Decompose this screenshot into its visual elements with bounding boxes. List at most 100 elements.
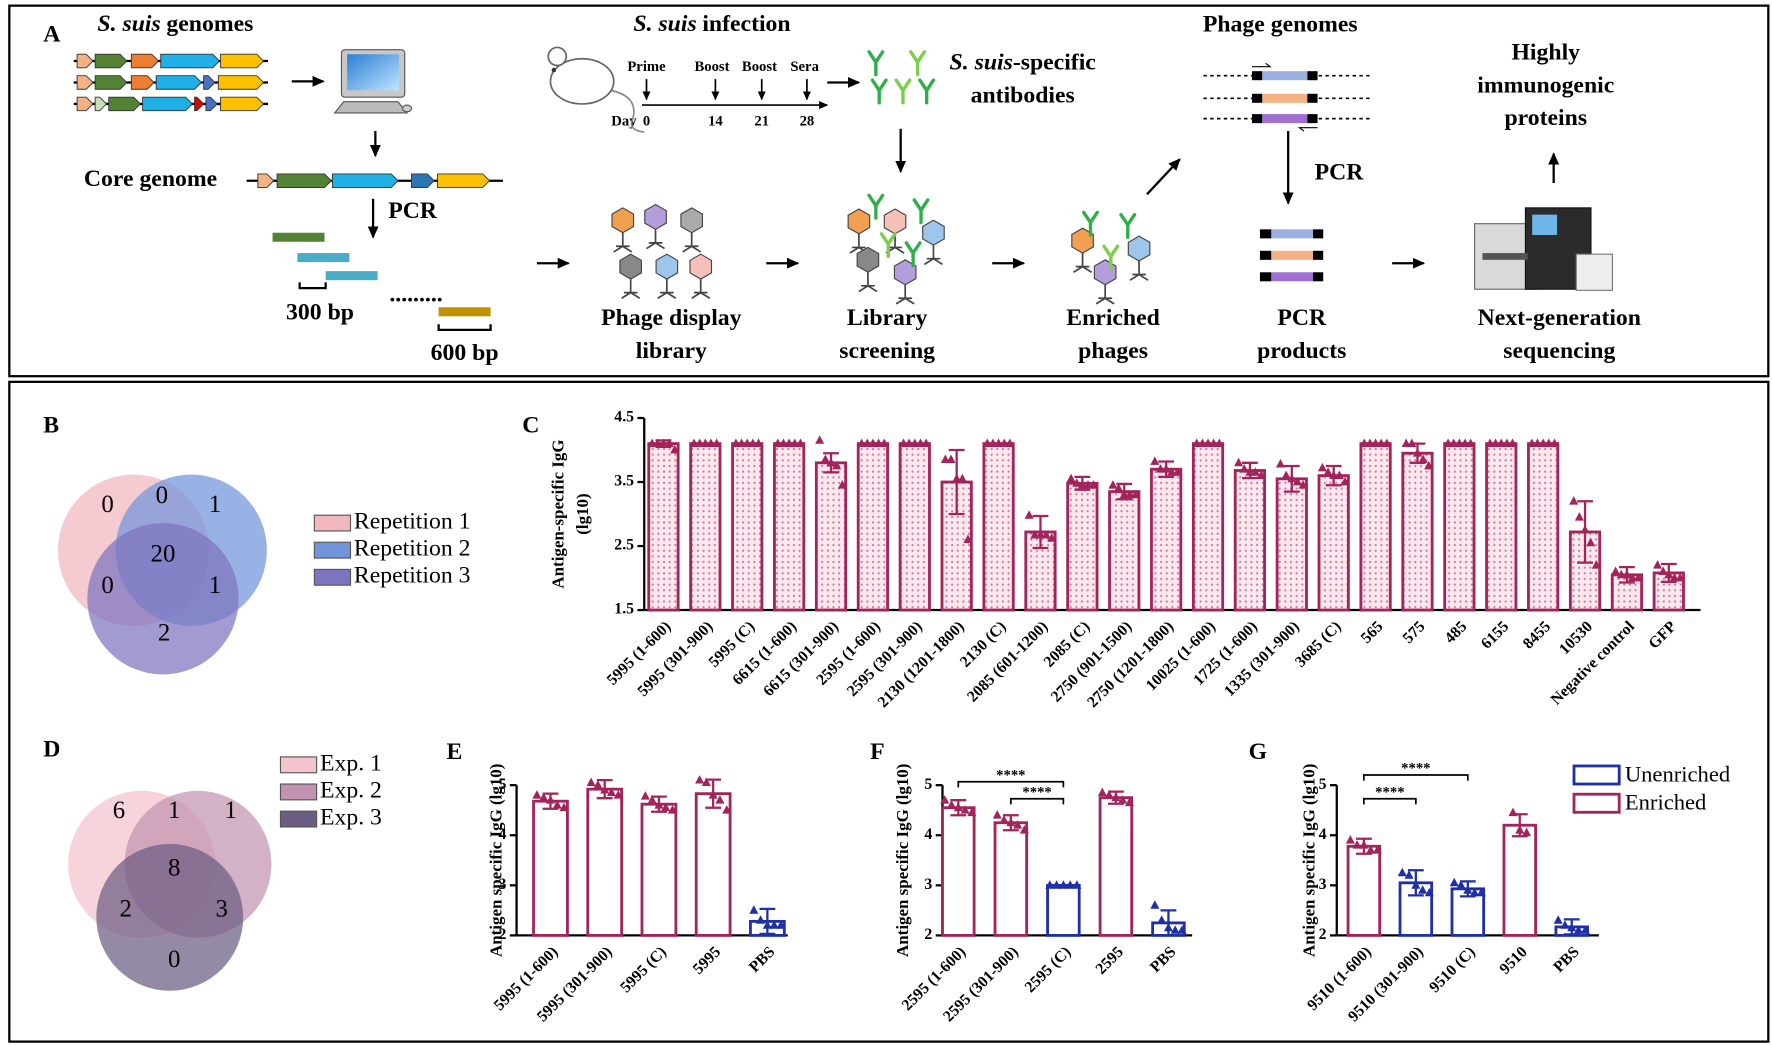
- antibody: [1119, 212, 1137, 239]
- data-point: [1658, 566, 1668, 576]
- phage-tail: [682, 232, 702, 253]
- data-point: [1622, 569, 1632, 579]
- data-point: [1553, 915, 1563, 924]
- bar: [993, 821, 1029, 937]
- data-point: [613, 790, 623, 799]
- data-point: [1052, 880, 1062, 889]
- label: S. suis-specific: [950, 50, 1096, 76]
- primer: [1297, 127, 1318, 132]
- label: Highly: [1511, 40, 1580, 66]
- significance-label: ****: [1401, 761, 1430, 777]
- bar: [941, 806, 976, 937]
- data-point: [1567, 922, 1577, 932]
- phage-tail: [895, 284, 915, 305]
- venn-count: 0: [168, 946, 180, 973]
- panel-label: A: [43, 22, 60, 48]
- venn-count: 1: [209, 572, 221, 599]
- bar: [814, 461, 848, 612]
- gene: [220, 53, 265, 69]
- x-tick-label: 485: [1442, 618, 1471, 647]
- data-point: [837, 480, 847, 489]
- y-tick-label: 1.5: [614, 601, 634, 618]
- data-point: [1019, 825, 1029, 834]
- label: 600 bp: [431, 340, 499, 366]
- data-point: [1418, 454, 1428, 464]
- step-label: screening: [839, 338, 935, 364]
- bar: [1527, 442, 1560, 612]
- y-tick-label: 4: [924, 826, 932, 843]
- data-point: [1203, 438, 1213, 447]
- gene: [94, 75, 128, 90]
- gene: [76, 53, 94, 69]
- phage-head: [655, 253, 679, 280]
- data-point: [1275, 459, 1286, 468]
- antibody: [909, 50, 927, 77]
- bar: [773, 442, 806, 612]
- timeline-event: Boost: [694, 59, 729, 75]
- antibody: [870, 78, 888, 105]
- phage-head: [847, 208, 871, 235]
- data-point: [940, 795, 950, 804]
- legend-label: Exp. 2: [320, 777, 382, 803]
- venn-count: 2: [158, 620, 170, 647]
- data-point: [1251, 467, 1261, 476]
- data-point: [1124, 797, 1134, 807]
- significance-label: ****: [1022, 784, 1051, 800]
- data-point: [960, 805, 970, 814]
- data-point: [1119, 489, 1129, 499]
- data-point: [661, 802, 671, 812]
- data-point: [1359, 438, 1369, 447]
- bar: [1502, 823, 1538, 937]
- y-axis-label: Antigen specific IgG (lg10): [486, 764, 505, 957]
- data-point: [552, 800, 562, 809]
- y-tick-label: 5: [924, 776, 932, 793]
- data-point: [1287, 473, 1297, 483]
- data-point: [879, 438, 889, 447]
- data-point: [1675, 572, 1685, 582]
- gene: [108, 96, 142, 112]
- x-tick-label: 8455: [1520, 618, 1554, 652]
- data-point: [1111, 792, 1121, 802]
- insert-end: [1307, 114, 1318, 124]
- phage-head: [922, 219, 945, 246]
- significance-label: ****: [996, 767, 1025, 783]
- data-point: [654, 800, 664, 809]
- data-point: [1424, 460, 1434, 470]
- insert-end: [1307, 93, 1318, 103]
- gene: [437, 173, 491, 188]
- data-point: [1470, 887, 1480, 897]
- data-point: [1317, 462, 1327, 472]
- gene: [130, 53, 160, 69]
- data-point: [1163, 922, 1173, 932]
- panel-label: E: [447, 739, 463, 765]
- data-point: [776, 920, 786, 929]
- data-point: [1580, 925, 1590, 934]
- data-point: [963, 534, 973, 544]
- x-tick-label: PBS: [1147, 943, 1180, 976]
- data-point: [921, 438, 931, 447]
- bar: [982, 442, 1015, 612]
- venn-count: 0: [101, 572, 113, 599]
- data-point: [1150, 456, 1160, 465]
- data-point: [647, 795, 657, 804]
- data-point: [1155, 464, 1165, 473]
- x-tick-label: 3685 (C): [1292, 618, 1345, 671]
- data-point: [1047, 533, 1057, 542]
- data-point: [749, 905, 759, 914]
- data-point: [1340, 476, 1350, 486]
- data-point: [1281, 470, 1291, 480]
- gene: [94, 96, 108, 112]
- data-point: [586, 777, 596, 787]
- pcr-product: [1271, 272, 1314, 282]
- gene: [76, 96, 94, 112]
- data-point: [695, 775, 705, 784]
- y-axis-label: Antigen specific IgG (lg10): [893, 764, 912, 957]
- bar: [1150, 467, 1183, 612]
- data-point: [1334, 470, 1344, 480]
- bar: [647, 442, 680, 612]
- data-point: [640, 791, 650, 800]
- data-point: [701, 777, 711, 787]
- insert-end: [1313, 229, 1324, 239]
- data-point: [1407, 438, 1417, 447]
